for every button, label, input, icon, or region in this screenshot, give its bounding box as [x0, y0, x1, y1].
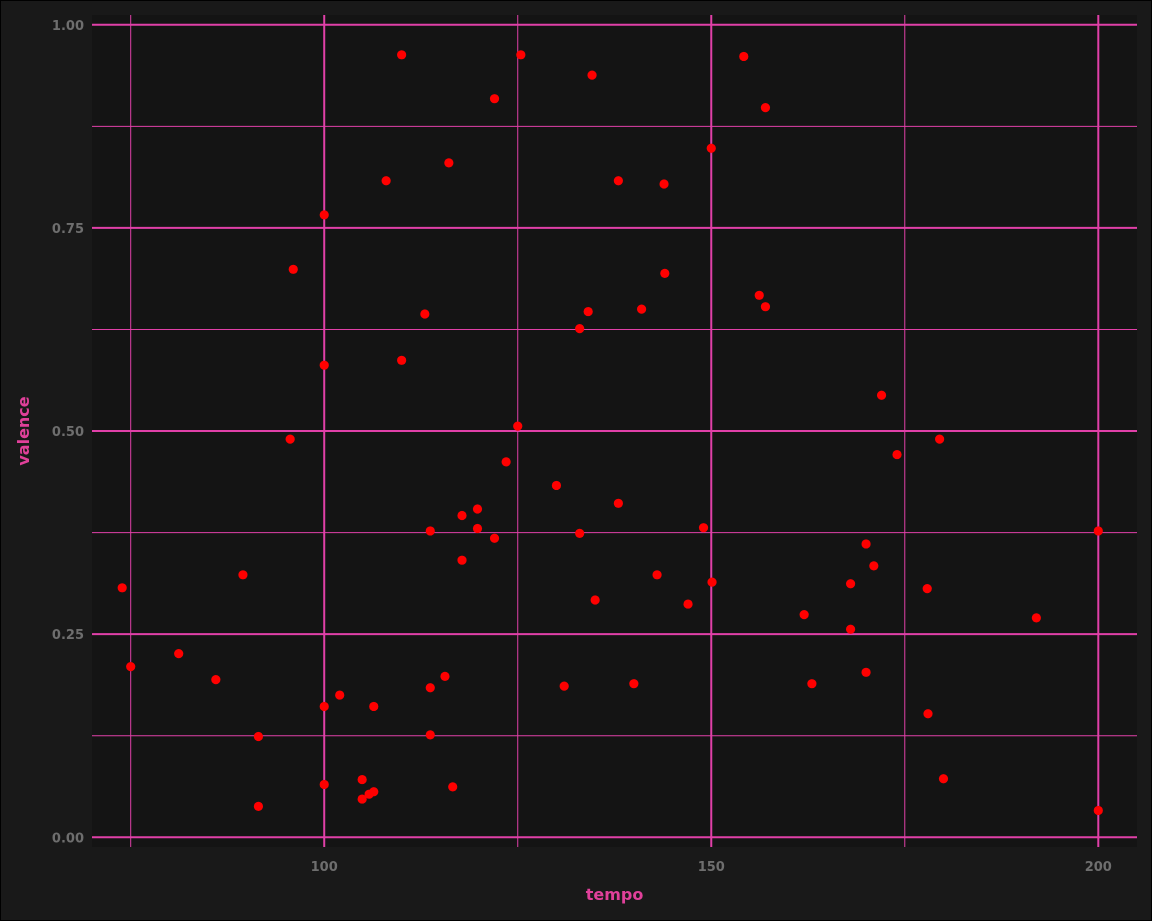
data-point: [117, 583, 127, 593]
data-point: [861, 539, 871, 549]
data-point: [457, 510, 467, 521]
data-point: [397, 50, 407, 60]
data-point: [707, 577, 717, 587]
data-point: [660, 268, 670, 278]
data-point: [381, 176, 391, 186]
data-point: [126, 662, 136, 672]
data-points: [117, 50, 1103, 816]
data-point: [652, 570, 662, 580]
data-point: [845, 579, 856, 589]
major-gridlines: [92, 15, 1137, 847]
data-point: [590, 595, 600, 605]
data-point: [319, 360, 329, 370]
data-point: [706, 143, 716, 153]
x-tick-label: 150: [698, 860, 725, 875]
data-point: [420, 309, 430, 319]
data-point: [319, 210, 329, 220]
x-tick-label: 100: [311, 860, 338, 875]
data-point: [501, 457, 511, 467]
data-point: [369, 787, 379, 797]
y-tick-label: 0.00: [52, 831, 84, 846]
data-point: [448, 782, 458, 792]
data-point: [489, 94, 500, 104]
data-point: [489, 533, 500, 543]
data-point: [357, 774, 367, 785]
data-point: [357, 794, 367, 804]
data-point: [739, 51, 749, 62]
y-tick-label: 0.25: [52, 628, 84, 643]
x-axis-title: tempo: [586, 885, 644, 904]
data-point: [760, 103, 771, 113]
data-point: [253, 801, 264, 811]
data-point: [288, 264, 298, 274]
data-point: [583, 306, 593, 317]
x-tick-label: 200: [1085, 860, 1112, 875]
data-point: [587, 70, 597, 80]
data-point: [472, 504, 483, 514]
data-point: [425, 683, 435, 693]
data-point: [1093, 526, 1103, 536]
data-point: [935, 434, 945, 444]
data-point: [683, 599, 693, 609]
data-point: [629, 679, 639, 689]
y-tick-labels: 0.00 0.25 0.50 0.75 1.00: [52, 19, 84, 847]
data-point: [923, 709, 933, 719]
data-point: [472, 523, 483, 534]
data-point: [285, 434, 295, 444]
data-point: [613, 176, 623, 186]
data-point: [760, 302, 771, 312]
data-point: [636, 304, 647, 314]
data-point: [559, 681, 569, 691]
data-point: [444, 158, 454, 168]
data-point: [922, 584, 932, 594]
data-point: [253, 731, 264, 742]
data-point: [861, 667, 871, 677]
data-point: [319, 701, 329, 712]
data-point: [892, 449, 902, 460]
y-axis-title: valence: [14, 396, 33, 465]
data-point: [1031, 613, 1041, 623]
data-point: [440, 671, 450, 681]
x-tick-labels: 100 150 200: [311, 860, 1112, 875]
y-tick-label: 0.75: [52, 222, 84, 237]
data-point: [754, 290, 764, 300]
data-point: [513, 421, 523, 431]
data-point: [397, 355, 407, 365]
data-point: [876, 390, 887, 400]
data-point: [869, 561, 879, 571]
y-tick-label: 0.50: [52, 425, 84, 440]
data-point: [335, 690, 345, 700]
data-point: [369, 701, 379, 712]
data-point: [551, 480, 562, 491]
data-point: [457, 555, 467, 565]
data-point: [938, 774, 949, 784]
data-point: [807, 679, 817, 689]
data-point: [425, 526, 435, 536]
data-point: [575, 324, 585, 334]
data-point: [319, 779, 329, 790]
data-point: [613, 498, 623, 508]
data-point: [516, 50, 526, 60]
data-point: [575, 528, 585, 538]
data-point: [799, 610, 809, 620]
data-point: [845, 624, 856, 634]
data-point: [238, 570, 248, 580]
data-point: [174, 649, 184, 659]
data-point: [211, 675, 221, 685]
data-point: [659, 179, 669, 189]
data-point: [425, 730, 435, 740]
data-point: [698, 523, 709, 533]
data-point: [1093, 805, 1103, 816]
y-tick-label: 1.00: [52, 19, 84, 34]
